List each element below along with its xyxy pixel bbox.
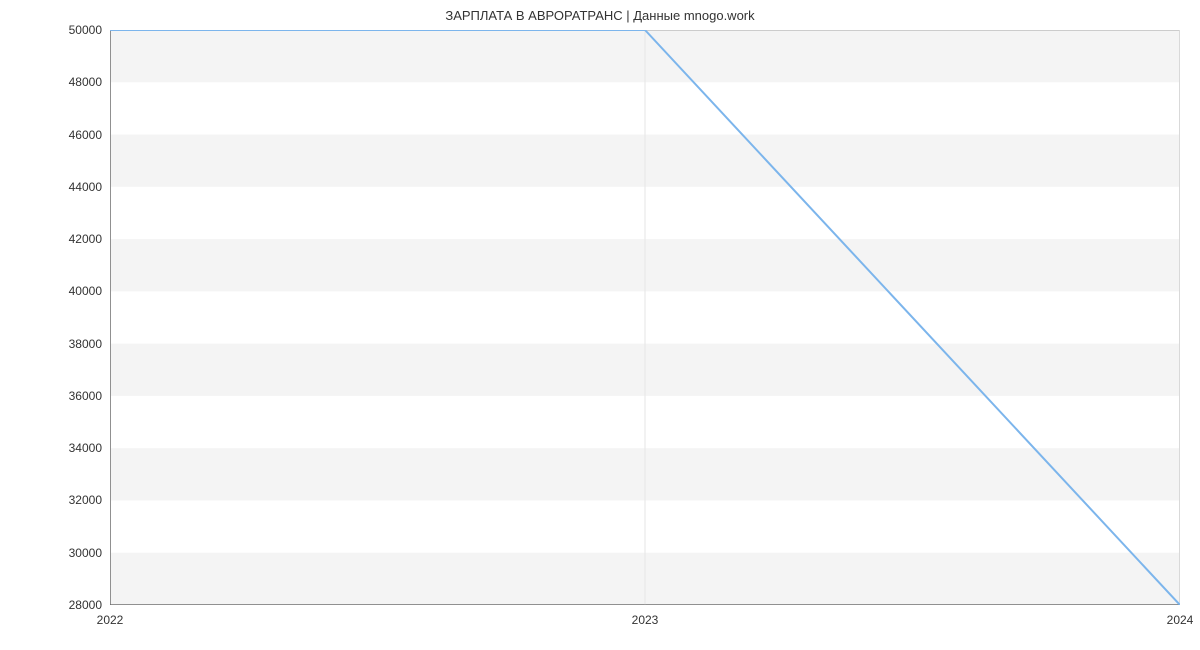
chart-svg <box>110 30 1180 605</box>
x-tick-label: 2022 <box>97 613 124 627</box>
y-tick-label: 32000 <box>69 493 102 507</box>
y-tick-label: 38000 <box>69 337 102 351</box>
y-tick-label: 48000 <box>69 75 102 89</box>
y-tick-label: 42000 <box>69 232 102 246</box>
y-tick-label: 36000 <box>69 389 102 403</box>
salary-line-chart: ЗАРПЛАТА В АВРОРАТРАНС | Данные mnogo.wo… <box>0 0 1200 650</box>
y-tick-label: 34000 <box>69 441 102 455</box>
y-tick-label: 40000 <box>69 284 102 298</box>
chart-title: ЗАРПЛАТА В АВРОРАТРАНС | Данные mnogo.wo… <box>0 8 1200 23</box>
x-tick-label: 2023 <box>632 613 659 627</box>
x-tick-label: 2024 <box>1167 613 1194 627</box>
y-tick-label: 46000 <box>69 128 102 142</box>
y-tick-label: 28000 <box>69 598 102 612</box>
y-tick-label: 44000 <box>69 180 102 194</box>
y-tick-label: 50000 <box>69 23 102 37</box>
plot-area: 2800030000320003400036000380004000042000… <box>110 30 1180 605</box>
y-tick-label: 30000 <box>69 546 102 560</box>
